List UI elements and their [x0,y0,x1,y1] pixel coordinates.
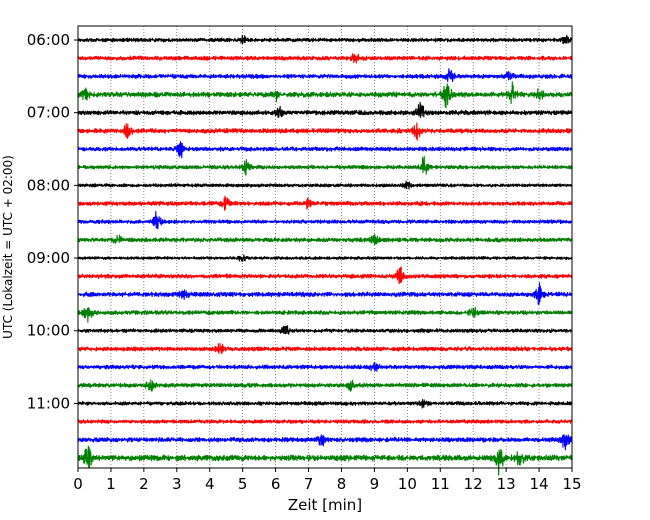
seismic-trace [77,342,573,354]
x-tick-label: 11 [431,475,450,493]
x-tick-label: 13 [497,475,516,493]
seismic-trace [77,325,573,335]
seismic-trace [77,81,573,109]
seismic-trace [77,211,573,230]
seismic-trace [77,68,573,83]
seismic-trace [77,234,573,246]
x-tick-label: 2 [139,475,149,493]
y-tick-label: 11:00 [27,394,70,412]
seismic-trace [77,34,573,45]
seismic-trace [77,306,573,323]
y-tick-label: 06:00 [27,31,70,49]
x-axis-ticks: 0 1 2 3 4 5 6 7 8 9 10 11 12 13 14 15 [73,468,582,493]
x-tick-label: 3 [172,475,182,493]
y-axis-ticks: 06:00 07:00 08:00 09:00 10:00 11:00 [27,31,78,412]
x-tick-label: 15 [562,475,581,493]
seismic-trace [77,434,573,451]
seismic-trace [77,266,573,285]
seismic-trace [77,361,573,372]
x-tick-label: 14 [530,475,549,493]
y-tick-label: 07:00 [27,104,70,122]
seismic-trace [77,282,573,305]
seismic-trace [77,254,573,262]
plot-background [78,26,572,468]
seismic-trace [77,399,573,409]
y-tick-label: 08:00 [27,176,70,194]
seismic-trace [77,155,573,176]
x-tick-label: 9 [370,475,380,493]
seismic-trace [77,141,573,159]
x-tick-label: 8 [337,475,347,493]
seismic-trace [77,180,573,190]
seismic-trace [77,195,573,211]
seismic-trace [77,445,573,476]
x-axis-label: Zeit [min] [288,496,362,514]
x-tick-label: 7 [304,475,314,493]
seismic-trace [77,419,573,425]
y-tick-label: 09:00 [27,249,70,267]
seismic-trace [77,122,573,141]
x-tick-label: 4 [205,475,215,493]
seismic-trace [77,53,573,64]
seismic-trace [77,379,573,392]
y-axis-label: UTC (Lokalzeit = UTC + 02:00) [1,155,15,339]
seismic-trace [77,101,573,118]
x-tick-label: 5 [238,475,248,493]
x-tick-label: 6 [271,475,281,493]
x-tick-label: 0 [73,475,83,493]
x-tick-label: 12 [464,475,483,493]
y-tick-label: 10:00 [27,322,70,340]
x-tick-label: 10 [398,475,417,493]
plot-frame [77,25,573,469]
seismic-traces [77,34,573,476]
x-tick-label: 1 [106,475,116,493]
